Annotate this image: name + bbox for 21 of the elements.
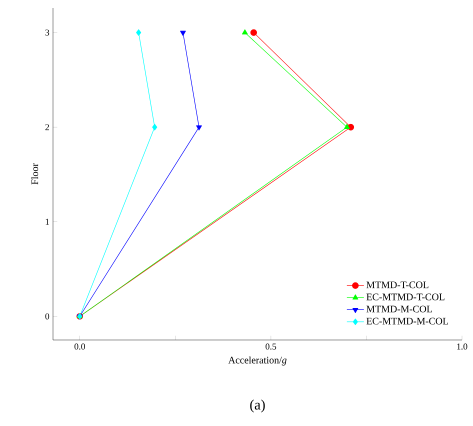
y-tick-label: 1	[46, 218, 49, 225]
point	[242, 29, 248, 34]
point	[250, 29, 257, 36]
x-tick-label: 1.0	[457, 344, 468, 350]
point	[180, 30, 186, 36]
y-axis-title: Floor	[31, 163, 38, 185]
point	[196, 125, 202, 130]
y-tick-label: 2	[45, 124, 49, 130]
text: (a)	[250, 399, 265, 412]
y-tick-label: 0	[45, 313, 50, 320]
legend-label: EC-MTMD-T-COL	[366, 294, 444, 300]
point	[344, 124, 350, 129]
legend-label: MTMD-T-COL	[366, 282, 428, 288]
legend-label: MTMD-M-COL	[366, 306, 432, 312]
x-axis-title: Acceleration/g	[228, 356, 287, 366]
x-tick-label: 0.0	[74, 344, 86, 350]
x-tick-label: 0.5	[266, 344, 276, 350]
legend-label: EC-MTMD-M-COL	[366, 318, 448, 324]
point	[136, 29, 142, 36]
y-tick-label: 3	[45, 30, 50, 36]
point	[152, 124, 158, 130]
